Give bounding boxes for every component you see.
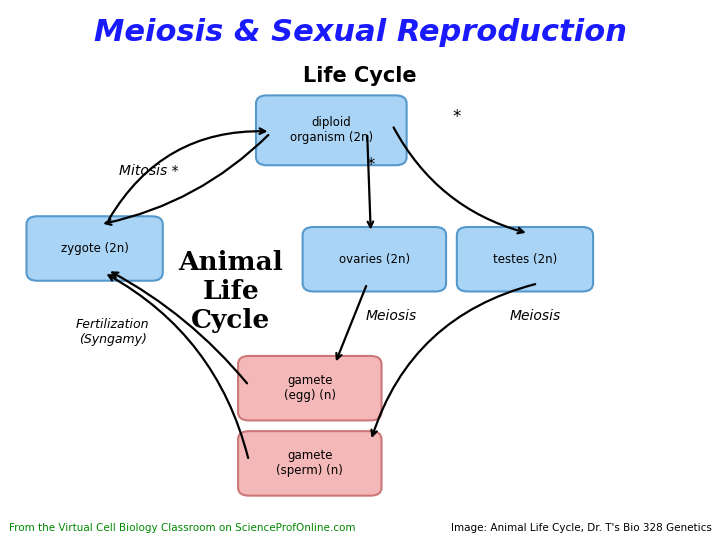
Text: *: * bbox=[366, 156, 375, 174]
Text: Animal
Life
Cycle: Animal Life Cycle bbox=[179, 250, 283, 333]
Text: Mitosis *: Mitosis * bbox=[119, 164, 179, 178]
FancyBboxPatch shape bbox=[456, 227, 593, 292]
Text: From the Virtual Cell Biology Classroom on ScienceProfOnline.com: From the Virtual Cell Biology Classroom … bbox=[9, 523, 355, 533]
FancyBboxPatch shape bbox=[256, 96, 407, 165]
Text: Meiosis: Meiosis bbox=[365, 309, 416, 323]
Text: Image: Animal Life Cycle, Dr. T's Bio 328 Genetics: Image: Animal Life Cycle, Dr. T's Bio 32… bbox=[451, 523, 711, 533]
FancyBboxPatch shape bbox=[238, 356, 382, 421]
Text: Life Cycle: Life Cycle bbox=[303, 66, 417, 86]
Text: Meiosis: Meiosis bbox=[510, 309, 562, 323]
Text: testes (2n): testes (2n) bbox=[492, 253, 557, 266]
FancyBboxPatch shape bbox=[238, 431, 382, 496]
Text: Meiosis & Sexual Reproduction: Meiosis & Sexual Reproduction bbox=[94, 17, 626, 46]
Text: gamete
(egg) (n): gamete (egg) (n) bbox=[284, 374, 336, 402]
Text: gamete
(sperm) (n): gamete (sperm) (n) bbox=[276, 449, 343, 477]
Text: zygote (2n): zygote (2n) bbox=[60, 242, 129, 255]
Text: diploid
organism (2n): diploid organism (2n) bbox=[289, 116, 373, 144]
FancyBboxPatch shape bbox=[302, 227, 446, 292]
Text: *: * bbox=[453, 108, 461, 126]
FancyBboxPatch shape bbox=[27, 217, 163, 281]
Text: Fertilization
(Syngamy): Fertilization (Syngamy) bbox=[76, 318, 149, 346]
Text: ovaries (2n): ovaries (2n) bbox=[339, 253, 410, 266]
